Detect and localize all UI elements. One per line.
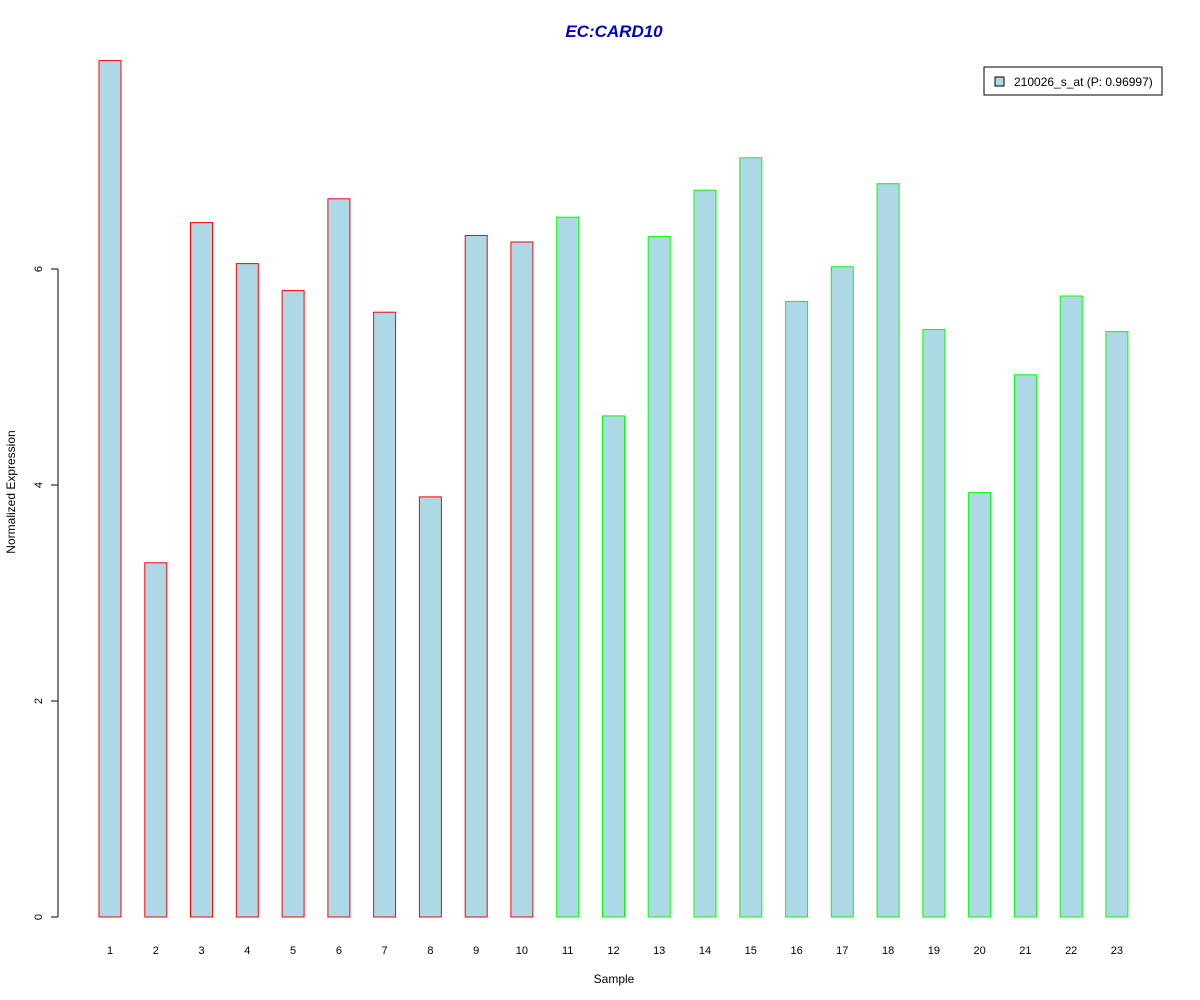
bar-sample-18 xyxy=(876,183,900,918)
legend-swatch xyxy=(994,76,1005,87)
bar-sample-6 xyxy=(327,198,351,918)
bar-sample-17 xyxy=(830,266,854,918)
x-tick-label: 16 xyxy=(790,945,802,957)
bar-sample-7 xyxy=(373,311,397,918)
x-tick-label: 14 xyxy=(699,945,711,957)
x-tick-label: 9 xyxy=(473,945,479,957)
x-tick-label: 5 xyxy=(290,945,296,957)
bar-sample-21 xyxy=(1013,374,1037,918)
x-tick-label: 22 xyxy=(1065,945,1077,957)
x-tick-labels: 1 2 3 4 5 6 7 8 9 10 11 12 13 14 15 16 17 18 19 20 21 22 23 xyxy=(107,945,1123,957)
x-tick-label: 12 xyxy=(607,945,619,957)
legend-label: 210026_s_at (P: 0.96997) xyxy=(1014,75,1153,89)
bars xyxy=(98,60,1129,918)
bar-sample-8 xyxy=(418,496,442,918)
y-tick-label: 2 xyxy=(33,698,45,704)
bar-sample-16 xyxy=(785,300,809,918)
y-tick-label: 0 xyxy=(33,914,45,920)
bar-sample-19 xyxy=(922,329,946,918)
bar-sample-4 xyxy=(235,263,259,918)
bar-sample-9 xyxy=(464,235,488,918)
bar-sample-22 xyxy=(1059,295,1083,918)
bar-sample-20 xyxy=(968,492,992,918)
bar-sample-23 xyxy=(1105,331,1129,918)
bar-sample-15 xyxy=(739,157,763,918)
y-axis-label: Normalized Expression xyxy=(4,430,18,553)
y-axis: 0 2 4 6 xyxy=(33,266,59,920)
bar-sample-11 xyxy=(556,216,580,918)
x-tick-label: 13 xyxy=(653,945,665,957)
x-tick-label: 10 xyxy=(516,945,528,957)
x-tick-label: 21 xyxy=(1019,945,1031,957)
x-tick-label: 6 xyxy=(336,945,342,957)
bar-sample-12 xyxy=(602,415,625,918)
bar-sample-14 xyxy=(693,189,717,918)
x-tick-label: 11 xyxy=(562,945,573,957)
x-tick-label: 19 xyxy=(928,945,940,957)
y-tick-label: 6 xyxy=(33,266,45,272)
x-tick-label: 18 xyxy=(882,945,894,957)
x-tick-label: 2 xyxy=(153,945,159,957)
y-tick-label: 4 xyxy=(33,482,45,488)
bar-sample-5 xyxy=(281,290,305,918)
x-tick-label: 20 xyxy=(973,945,985,957)
x-axis-label: Sample xyxy=(594,972,635,986)
x-tick-label: 4 xyxy=(244,945,250,957)
x-tick-label: 1 xyxy=(107,945,113,957)
x-tick-label: 3 xyxy=(198,945,204,957)
bar-sample-3 xyxy=(190,222,213,918)
x-tick-label: 8 xyxy=(427,945,433,957)
bar-sample-1 xyxy=(98,60,122,918)
chart-title: EC:CARD10 xyxy=(565,22,663,41)
bar-sample-10 xyxy=(510,241,534,918)
legend: 210026_s_at (P: 0.96997) xyxy=(983,66,1163,96)
legend-box xyxy=(983,66,1163,96)
bar-sample-13 xyxy=(647,236,671,918)
x-tick-label: 23 xyxy=(1111,945,1123,957)
x-tick-label: 15 xyxy=(745,945,757,957)
x-tick-label: 7 xyxy=(382,945,388,957)
bar-sample-2 xyxy=(144,562,168,918)
x-tick-label: 17 xyxy=(836,945,848,957)
